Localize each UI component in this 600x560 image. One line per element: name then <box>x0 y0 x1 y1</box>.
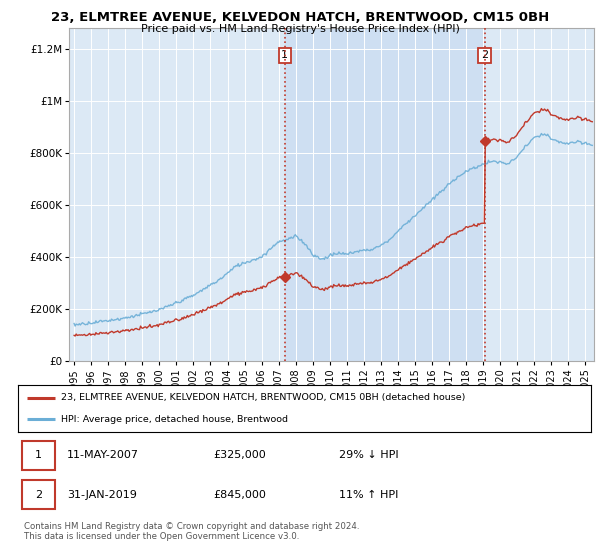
Text: 11% ↑ HPI: 11% ↑ HPI <box>339 490 398 500</box>
FancyBboxPatch shape <box>22 480 55 509</box>
Text: 23, ELMTREE AVENUE, KELVEDON HATCH, BRENTWOOD, CM15 0BH: 23, ELMTREE AVENUE, KELVEDON HATCH, BREN… <box>51 11 549 24</box>
Text: 29% ↓ HPI: 29% ↓ HPI <box>339 450 398 460</box>
Text: Price paid vs. HM Land Registry's House Price Index (HPI): Price paid vs. HM Land Registry's House … <box>140 24 460 34</box>
Text: 11-MAY-2007: 11-MAY-2007 <box>67 450 139 460</box>
Text: £845,000: £845,000 <box>213 490 266 500</box>
Text: Contains HM Land Registry data © Crown copyright and database right 2024.
This d: Contains HM Land Registry data © Crown c… <box>24 522 359 542</box>
Text: 2: 2 <box>481 50 488 60</box>
Text: £325,000: £325,000 <box>213 450 266 460</box>
Text: HPI: Average price, detached house, Brentwood: HPI: Average price, detached house, Bren… <box>61 415 288 424</box>
FancyBboxPatch shape <box>22 441 55 469</box>
Text: 2: 2 <box>35 490 42 500</box>
Text: 23, ELMTREE AVENUE, KELVEDON HATCH, BRENTWOOD, CM15 0BH (detached house): 23, ELMTREE AVENUE, KELVEDON HATCH, BREN… <box>61 393 466 402</box>
Text: 1: 1 <box>281 50 288 60</box>
Text: 31-JAN-2019: 31-JAN-2019 <box>67 490 137 500</box>
Bar <box>285 28 485 361</box>
Text: 1: 1 <box>35 450 42 460</box>
